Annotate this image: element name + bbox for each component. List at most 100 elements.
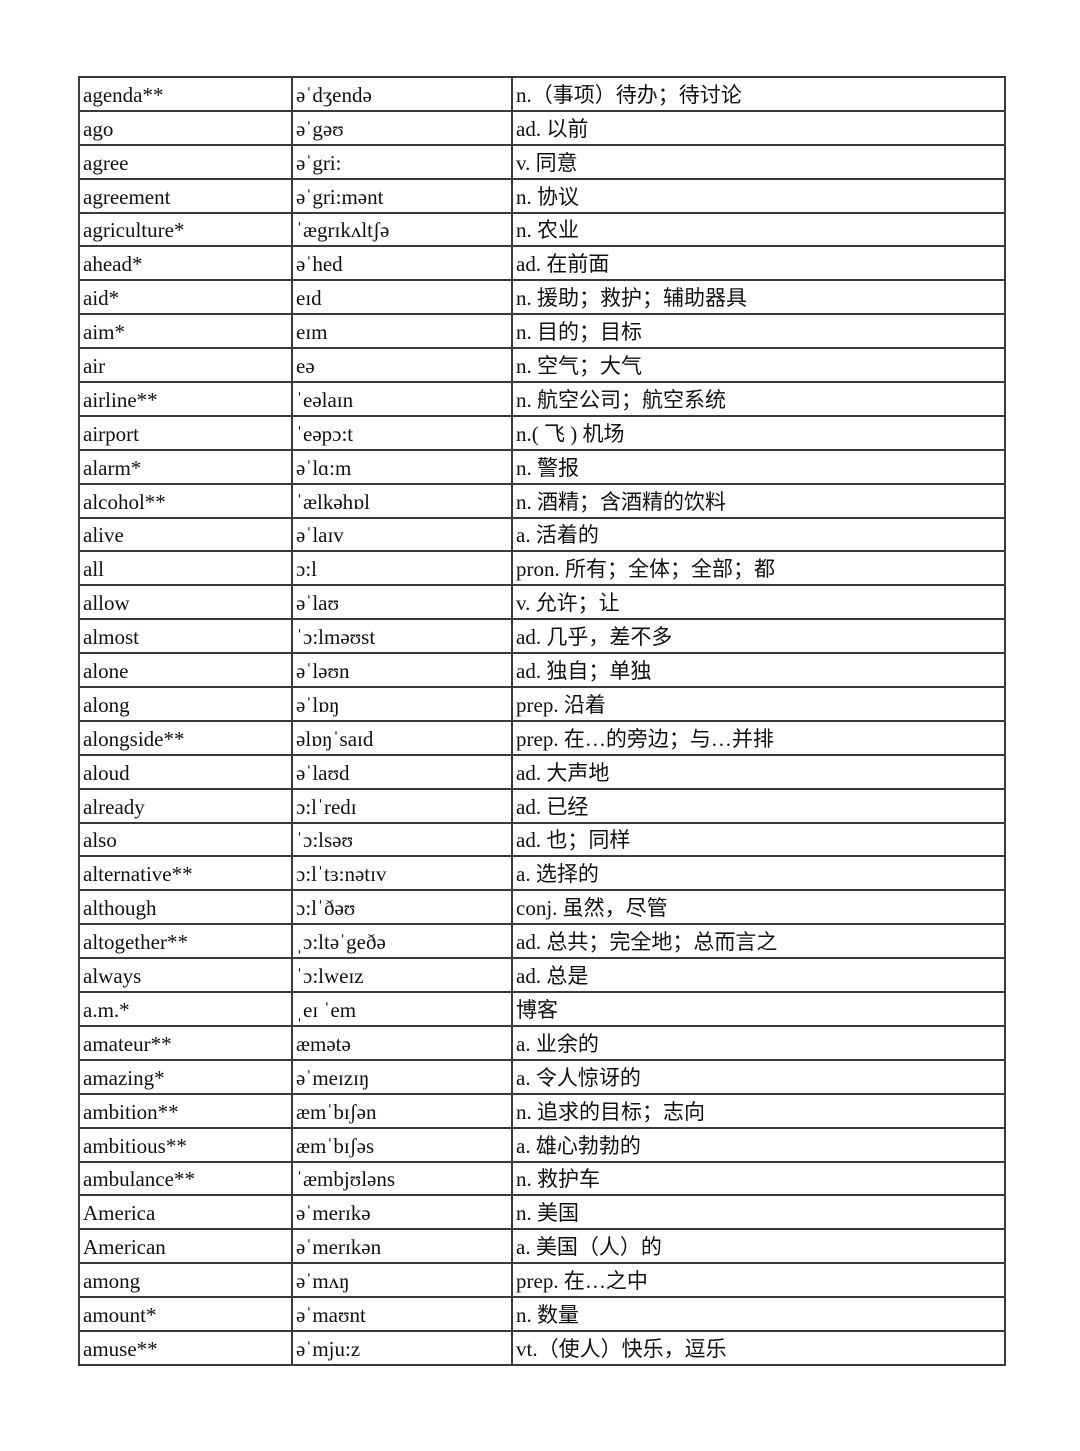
definition-cell: n. 目的；目标: [511, 313, 1006, 350]
phonetic-cell: ˈeəlaɪn: [291, 381, 513, 417]
word-cell: ambitious**: [78, 1126, 293, 1163]
word-cell: among: [78, 1262, 293, 1299]
table-row: although ɔ:lˈðəʊ conj. 虽然，尽管: [78, 889, 1006, 926]
definition-cell: ad. 独自；单独: [511, 652, 1006, 689]
phonetic-cell: əˈhed: [291, 245, 513, 282]
table-row: aid* eɪd n. 援助；救护；辅助器具: [78, 279, 1006, 316]
table-row: airport ˈeəpɔ:t n.( 飞 ) 机场: [78, 414, 1006, 451]
phonetic-cell: æmətə: [291, 1024, 513, 1061]
word-cell: amazing*: [78, 1058, 293, 1095]
definition-cell: prep. 在…之中: [511, 1262, 1006, 1299]
table-row: already ɔ:lˈredɪ ad. 已经: [78, 787, 1006, 824]
definition-cell: ad. 总是: [511, 957, 1006, 994]
phonetic-cell: æmˈbɪʃən: [291, 1092, 513, 1129]
definition-cell: ad. 大声地: [511, 753, 1006, 790]
phonetic-cell: æmˈbɪʃəs: [291, 1126, 513, 1163]
table-row: American əˈmerɪkən a. 美国（人）的: [78, 1228, 1006, 1265]
table-row: agriculture* ˈægrɪkʌltʃə n. 农业: [78, 211, 1006, 248]
phonetic-cell: əˈlɒŋ: [291, 686, 513, 722]
definition-cell: ad. 也；同样: [511, 821, 1006, 858]
definition-cell: n. 农业: [511, 211, 1006, 248]
word-cell: ambition**: [78, 1092, 293, 1129]
word-cell: air: [78, 347, 293, 384]
phonetic-cell: ɔ:lˈredɪ: [291, 787, 513, 824]
vocabulary-table: agenda** əˈdʒendə n.（事项）待办；待讨论 ago əˈgəʊ ad. …: [78, 76, 1006, 1366]
definition-cell: ad. 已经: [511, 787, 1006, 824]
table-row: ambulance** ˈæmbjʊləns n. 救护车: [78, 1160, 1006, 1197]
word-cell: agreement: [78, 177, 293, 214]
phonetic-cell: əˈlaɪv: [291, 516, 513, 553]
phonetic-cell: əˈlaʊd: [291, 753, 513, 790]
definition-cell: prep. 在…的旁边；与…并排: [511, 719, 1006, 756]
word-cell: a.m.*: [78, 991, 293, 1027]
table-row: agree əˈgri: v. 同意: [78, 143, 1006, 180]
table-row: alcohol** ˈælkəhɒl n. 酒精；含酒精的饮料: [78, 482, 1006, 519]
word-cell: almost: [78, 618, 293, 655]
table-row: ago əˈgəʊ ad. 以前: [78, 109, 1006, 146]
phonetic-cell: əˈmʌŋ: [291, 1262, 513, 1299]
table-row: also ˈɔ:lsəʊ ad. 也；同样: [78, 821, 1006, 858]
table-row: amuse** əˈmju:z vt.（使人）快乐，逗乐: [78, 1329, 1006, 1366]
phonetic-cell: ˈælkəhɒl: [291, 482, 513, 519]
definition-cell: n. 美国: [511, 1194, 1006, 1231]
definition-cell: ad. 总共；完全地；总而言之: [511, 923, 1006, 960]
table-row: agenda** əˈdʒendə n.（事项）待办；待讨论: [78, 76, 1006, 112]
word-cell: along: [78, 686, 293, 722]
table-row: ambitious** æmˈbɪʃəs a. 雄心勃勃的: [78, 1126, 1006, 1163]
definition-cell: n.( 飞 ) 机场: [511, 414, 1006, 451]
definition-cell: ad. 几乎，差不多: [511, 618, 1006, 655]
phonetic-cell: ˈɔ:lweɪz: [291, 957, 513, 994]
word-cell: agree: [78, 143, 293, 180]
word-cell: ago: [78, 109, 293, 146]
definition-cell: conj. 虽然，尽管: [511, 889, 1006, 926]
word-cell: aloud: [78, 753, 293, 790]
table-row: altogether** ˌɔ:ltəˈgeðə ad. 总共；完全地；总而言之: [78, 923, 1006, 960]
phonetic-cell: ɔ:lˈðəʊ: [291, 889, 513, 926]
phonetic-cell: əˈmeɪzɪŋ: [291, 1058, 513, 1095]
table-row: aim* eɪm n. 目的；目标: [78, 313, 1006, 350]
phonetic-cell: əˈgəʊ: [291, 109, 513, 146]
definition-cell: n. 数量: [511, 1296, 1006, 1332]
definition-cell: prep. 沿着: [511, 686, 1006, 722]
phonetic-cell: ˈægrɪkʌltʃə: [291, 211, 513, 248]
phonetic-cell: ˌeɪ ˈem: [291, 991, 513, 1027]
phonetic-cell: əˈmju:z: [291, 1329, 513, 1366]
phonetic-cell: ˈɔ:lsəʊ: [291, 821, 513, 858]
definition-cell: n. 追求的目标；志向: [511, 1092, 1006, 1129]
phonetic-cell: ˈeəpɔ:t: [291, 414, 513, 451]
word-cell: also: [78, 821, 293, 858]
word-cell: alongside**: [78, 719, 293, 756]
word-cell: American: [78, 1228, 293, 1265]
word-cell: always: [78, 957, 293, 994]
word-cell: America: [78, 1194, 293, 1231]
word-cell: agenda**: [78, 76, 293, 112]
phonetic-cell: əˈlɑ:m: [291, 448, 513, 485]
word-cell: airport: [78, 414, 293, 451]
word-cell: agriculture*: [78, 211, 293, 248]
definition-cell: a. 活着的: [511, 516, 1006, 553]
phonetic-cell: eɪd: [291, 279, 513, 316]
definition-cell: n. 酒精；含酒精的饮料: [511, 482, 1006, 519]
table-row: along əˈlɒŋ prep. 沿着: [78, 686, 1006, 722]
table-row: alongside** əlɒŋˈsaɪd prep. 在…的旁边；与…并排: [78, 719, 1006, 756]
definition-cell: n. 空气；大气: [511, 347, 1006, 384]
word-cell: amuse**: [78, 1329, 293, 1366]
table-row: all ɔ:l pron. 所有；全体；全部；都: [78, 550, 1006, 587]
word-cell: amount*: [78, 1296, 293, 1332]
word-cell: alternative**: [78, 855, 293, 892]
phonetic-cell: əˈlaʊ: [291, 584, 513, 621]
definition-cell: v. 同意: [511, 143, 1006, 180]
word-cell: alone: [78, 652, 293, 689]
table-row: always ˈɔ:lweɪz ad. 总是: [78, 957, 1006, 994]
word-cell: altogether**: [78, 923, 293, 960]
phonetic-cell: eɪm: [291, 313, 513, 350]
word-cell: although: [78, 889, 293, 926]
table-row: a.m.* ˌeɪ ˈem 博客: [78, 991, 1006, 1027]
definition-cell: pron. 所有；全体；全部；都: [511, 550, 1006, 587]
phonetic-cell: eə: [291, 347, 513, 384]
table-row: air eə n. 空气；大气: [78, 347, 1006, 384]
table-row: almost ˈɔ:lməʊst ad. 几乎，差不多: [78, 618, 1006, 655]
word-cell: ahead*: [78, 245, 293, 282]
word-cell: ambulance**: [78, 1160, 293, 1197]
word-cell: already: [78, 787, 293, 824]
